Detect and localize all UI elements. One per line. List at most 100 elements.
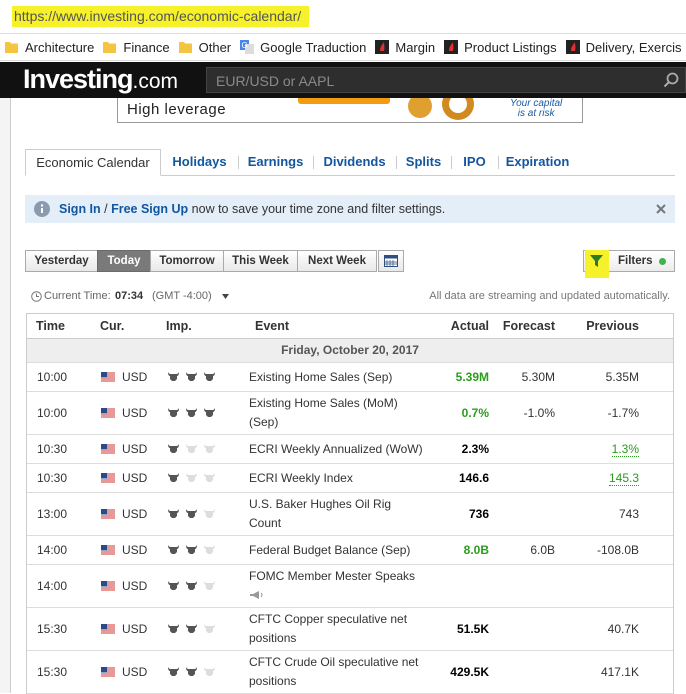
event-row[interactable]: 10:30 USD ECRI Weekly Index 146.6 145.3 (27, 463, 673, 493)
address-bar[interactable]: https://www.investing.com/economic-calen… (0, 0, 686, 34)
currency-cell: USD (91, 362, 161, 392)
ad-risk: Your capital is at risk (510, 99, 562, 119)
search-box[interactable]: EUR/USD or AAPL (206, 67, 686, 93)
event-row[interactable]: 14:00 USD FOMC Member Mester Speaks (27, 564, 673, 608)
event-name[interactable]: CFTC Copper speculative net positions (249, 612, 408, 645)
bull-icon (186, 544, 197, 554)
info-icon (34, 201, 50, 217)
tab[interactable]: Earnings (247, 154, 304, 169)
bookmarks-bar: Architecture Finance Other G Google Traducti… (0, 34, 686, 61)
filters-label: Filters (618, 255, 653, 267)
event-name[interactable]: Existing Home Sales (MoM) (Sep) (249, 396, 398, 429)
bull-icon (204, 666, 215, 676)
actual-value: 736 (468, 506, 489, 521)
calendar-button[interactable] (378, 250, 404, 272)
bookmark[interactable]: Delivery, Exercis (565, 34, 681, 60)
event-row[interactable]: 10:30 USD ECRI Weekly Annualized (WoW) 2.3%… (27, 434, 673, 464)
event-name[interactable]: Federal Budget Balance (Sep) (249, 542, 411, 557)
row-spacer (639, 535, 673, 565)
event-row[interactable]: 10:00 USD Existing Home Sales (Sep) 5.39M 5.… (27, 362, 673, 392)
event-name[interactable]: FOMC Member Mester Speaks (249, 569, 416, 583)
previous-value[interactable]: 1.3% (611, 441, 639, 457)
bookmark-icon: G (240, 40, 255, 54)
forecast-cell (489, 463, 555, 493)
close-icon[interactable] (656, 204, 666, 214)
bookmark[interactable]: G Google Traduction (240, 34, 366, 60)
tab[interactable]: Dividends (323, 154, 386, 169)
bull-icon (204, 443, 215, 453)
site-header: Investing.com EUR/USD or AAPL (0, 62, 686, 98)
tab-separator (396, 156, 397, 169)
importance (167, 442, 221, 456)
bookmark[interactable]: Margin (375, 34, 435, 60)
time-cell: 13:00 (27, 492, 91, 536)
row-spacer (639, 564, 673, 608)
event-row[interactable]: 15:30 USD CFTC Copper speculative net posi… (27, 607, 673, 651)
previous-value: 5.35M (605, 369, 639, 384)
column-header: Cur. (91, 314, 161, 339)
event-row[interactable]: 15:30 USD CFTC Crude Oil speculative net p… (27, 650, 673, 694)
timezone[interactable]: (GMT -4:00) (152, 290, 212, 302)
tab-separator (451, 156, 452, 169)
bookmark[interactable]: Product Listings (444, 34, 557, 60)
currency-cell: USD (91, 492, 161, 536)
bookmark[interactable]: Other (178, 34, 231, 60)
tab[interactable]: IPO (463, 154, 486, 169)
previous-cell: 1.3% (555, 434, 639, 464)
previous-cell: 743 (555, 492, 639, 536)
event-cell: Existing Home Sales (MoM) (Sep) (249, 391, 429, 435)
event-name[interactable]: Existing Home Sales (Sep) (249, 369, 393, 384)
forecast-value: -1.0% (523, 405, 555, 420)
previous-cell (555, 564, 639, 608)
event-row[interactable]: 13:00 USD U.S. Baker Hughes Oil Rig Count 7… (27, 492, 673, 536)
logo[interactable]: Investing.com (23, 64, 178, 95)
notice-separator: / (100, 202, 112, 216)
tab[interactable]: Expiration (505, 154, 570, 169)
previous-cell: 145.3 (555, 463, 639, 493)
bull-icon (204, 371, 215, 381)
importance-cell (161, 535, 249, 565)
importance-cell (161, 492, 249, 536)
bull-icon (168, 580, 179, 590)
sign-in-link[interactable]: Sign In (59, 202, 101, 216)
event-name[interactable]: CFTC Crude Oil speculative net positions (249, 655, 419, 688)
side-strip (0, 98, 11, 693)
tab-separator (313, 156, 314, 169)
importance (167, 507, 221, 521)
current-time: 07:34 (115, 290, 144, 302)
filters-button[interactable]: Filters (583, 250, 675, 278)
bull-icon (168, 544, 179, 554)
actual-value: 51.5K (456, 621, 489, 636)
day-button[interactable]: Yesterday (25, 250, 98, 272)
tab[interactable]: Economic Calendar (25, 149, 161, 176)
flag-icon (101, 544, 115, 555)
logo-suffix: .com (132, 70, 179, 93)
sign-up-link[interactable]: Free Sign Up (111, 202, 189, 216)
previous-value[interactable]: 145.3 (608, 470, 639, 486)
bookmark[interactable]: Finance (103, 34, 170, 60)
bull-icon (204, 544, 215, 554)
day-button[interactable]: Today (97, 250, 151, 272)
tab[interactable]: Splits (405, 154, 442, 169)
event-row[interactable]: 10:00 USD Existing Home Sales (MoM) (Sep) 0… (27, 391, 673, 435)
importance (167, 406, 221, 420)
bookmark[interactable]: Architecture (5, 34, 94, 60)
speech-icon (250, 591, 263, 599)
tab[interactable]: Holidays (172, 154, 227, 169)
event-name[interactable]: ECRI Weekly Index (249, 470, 353, 485)
event-name[interactable]: ECRI Weekly Annualized (WoW) (249, 441, 423, 456)
event-name[interactable]: U.S. Baker Hughes Oil Rig Count (249, 497, 392, 530)
importance-cell (161, 391, 249, 435)
currency: USD (122, 506, 148, 521)
currency: USD (122, 405, 148, 420)
day-button[interactable]: This Week (223, 250, 298, 272)
bookmark-icon (565, 40, 580, 54)
previous-value: 417.1K (600, 664, 639, 679)
previous-cell: 417.1K (555, 650, 639, 694)
bull-icon (168, 623, 179, 633)
day-button[interactable]: Next Week (297, 250, 377, 272)
event-row[interactable]: 14:00 USD Federal Budget Balance (Sep) 8.0B… (27, 535, 673, 565)
day-button[interactable]: Tomorrow (150, 250, 224, 272)
url[interactable]: https://www.investing.com/economic-calen… (12, 6, 310, 27)
ad-banner[interactable]: High leverage Your capital is at risk (117, 98, 583, 123)
